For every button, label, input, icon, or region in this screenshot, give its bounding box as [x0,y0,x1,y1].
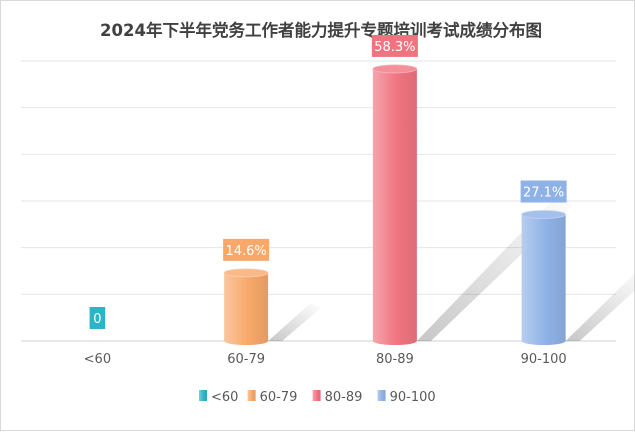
gridlines [21,60,616,342]
data-label-box [371,34,418,57]
legend-label: <60 [211,390,238,405]
legend-label: 80-89 [325,390,363,405]
legend-swatch [199,390,207,401]
legend-item-90-100[interactable]: 90-100 [377,390,436,405]
data-label-text: 58.3% [374,40,415,55]
bar-90-100 [521,210,567,345]
x-axis-tick-labels: <60 60-79 80-89 90-100 [84,352,567,367]
bar-shadows [268,191,635,341]
bars [223,64,567,345]
data-label-<60: 0 [89,307,106,329]
legend: <60 60-79 80-89 90-100 [199,390,436,405]
legend-label: 90-100 [390,390,436,405]
legend-swatch [247,390,256,401]
data-labels: 0 14.6% 58.3% 27.1% [89,34,567,329]
bar-60-79 [223,268,269,345]
bar-shadow [268,303,323,341]
legend-item-60-79[interactable]: 60-79 [247,390,298,405]
legend-swatch [312,390,321,401]
legend-item-80-89[interactable]: 80-89 [312,390,363,405]
data-label-60-79: 14.6% [223,238,270,261]
x-tick-label: 60-79 [227,352,265,367]
data-label-box [223,238,270,261]
data-label-text: 27.1% [523,186,564,201]
bar-80-89 [372,64,418,345]
chart-title: 2024年下半年党务工作者能力提升专题培训考试成绩分布图 [100,20,542,40]
legend-swatch [377,390,386,401]
x-tick-label: 80-89 [376,352,414,367]
data-label-text: 0 [93,312,101,327]
bar-shadow [565,273,635,341]
legend-label: 60-79 [260,390,298,405]
x-tick-label: 90-100 [521,352,567,367]
x-tick-label: <60 [84,352,111,367]
data-label-text: 14.6% [225,244,266,259]
data-label-box [89,307,106,329]
data-label-box [520,180,567,203]
data-label-90-100: 27.1% [520,180,567,203]
data-label-80-89: 58.3% [371,34,418,57]
legend-item-<60[interactable]: <60 [199,390,238,405]
